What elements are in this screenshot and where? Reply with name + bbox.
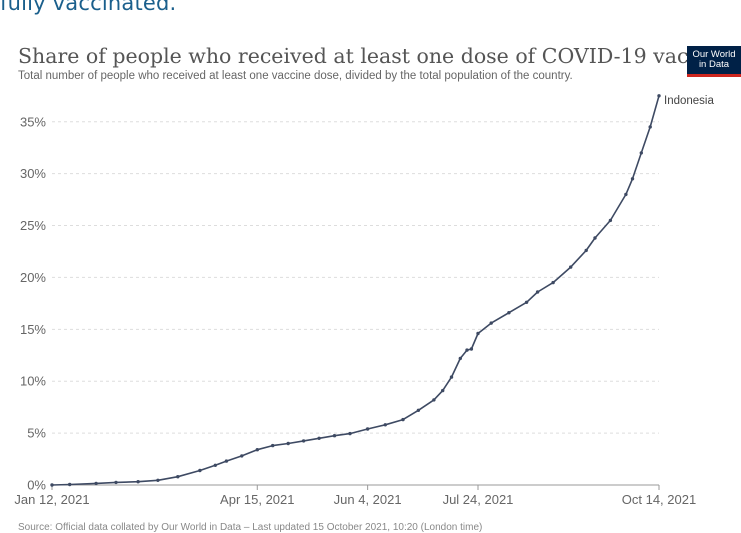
data-point bbox=[476, 331, 480, 336]
gridlines bbox=[52, 121, 659, 434]
series-line-indonesia bbox=[51, 95, 660, 486]
logo-line-2: in Data bbox=[698, 58, 730, 70]
data-point bbox=[535, 290, 540, 294]
data-point bbox=[458, 356, 462, 361]
preceding-text-snippet: fully vaccinated. bbox=[0, 0, 177, 15]
data-point bbox=[584, 248, 588, 253]
data-point bbox=[255, 448, 259, 452]
data-point bbox=[401, 417, 405, 422]
data-point bbox=[271, 443, 275, 448]
data-point bbox=[507, 311, 511, 315]
data-point bbox=[286, 441, 290, 446]
data-point bbox=[224, 459, 229, 463]
x-tick-label: Jan 12, 2021 bbox=[14, 492, 89, 507]
y-tick-label: 10% bbox=[20, 374, 46, 389]
data-point bbox=[469, 347, 474, 351]
data-point bbox=[176, 475, 180, 479]
data-point bbox=[465, 348, 469, 352]
x-axis: Jan 12, 2021 Apr 15, 2021 Jun 4, 2021 Jul 2… bbox=[14, 484, 696, 507]
data-point bbox=[94, 481, 98, 486]
data-point bbox=[639, 151, 643, 155]
data-point bbox=[524, 300, 529, 304]
data-point bbox=[198, 468, 202, 473]
logo-line-1: Our World bbox=[692, 49, 736, 60]
data-point bbox=[569, 265, 573, 269]
source-note: Source: Official data collated by Our Wo… bbox=[18, 522, 483, 533]
data-point bbox=[648, 125, 652, 129]
x-tick-label: Oct 14, 2021 bbox=[622, 492, 696, 507]
data-point bbox=[114, 480, 118, 485]
data-point bbox=[136, 480, 140, 484]
series-label: Indonesia bbox=[664, 95, 714, 107]
data-point bbox=[213, 463, 217, 467]
data-point bbox=[416, 408, 421, 412]
data-point bbox=[630, 177, 635, 181]
data-point bbox=[383, 423, 387, 427]
data-point bbox=[432, 398, 436, 402]
our-world-in-data-logo[interactable]: Our World in Data bbox=[687, 46, 741, 77]
y-tick-label: 35% bbox=[20, 114, 46, 129]
data-point bbox=[68, 482, 72, 487]
data-point bbox=[240, 454, 244, 458]
data-point bbox=[332, 434, 337, 438]
data-point bbox=[441, 388, 445, 393]
data-point bbox=[365, 427, 370, 431]
data-point bbox=[50, 483, 54, 487]
data-point bbox=[156, 478, 160, 482]
y-tick-label: 20% bbox=[20, 270, 46, 285]
y-axis-ticks: 0% 5% 10% 15% 20% 25% 30% 35% bbox=[20, 114, 46, 492]
y-tick-label: 30% bbox=[20, 166, 46, 181]
x-tick-label: Jun 4, 2021 bbox=[334, 492, 402, 507]
data-point bbox=[317, 436, 321, 440]
data-point bbox=[608, 218, 613, 223]
y-tick-label: 15% bbox=[20, 322, 46, 337]
y-tick-label: 25% bbox=[20, 218, 46, 233]
data-point bbox=[593, 236, 597, 240]
data-point bbox=[348, 431, 352, 436]
chart-subtitle: Total number of people who received at l… bbox=[18, 70, 573, 82]
data-point bbox=[489, 321, 493, 325]
y-tick-label: 0% bbox=[27, 478, 46, 493]
x-tick-label: Apr 15, 2021 bbox=[220, 492, 294, 507]
data-point bbox=[301, 439, 306, 443]
data-point bbox=[657, 94, 661, 98]
data-point bbox=[624, 192, 628, 197]
y-tick-label: 5% bbox=[27, 426, 46, 441]
data-point bbox=[551, 280, 555, 285]
chart-title: Share of people who received at least on… bbox=[18, 44, 732, 68]
data-point bbox=[449, 375, 454, 379]
x-tick-label: Jul 24, 2021 bbox=[443, 492, 514, 507]
series-layer: Indonesia bbox=[50, 94, 714, 487]
